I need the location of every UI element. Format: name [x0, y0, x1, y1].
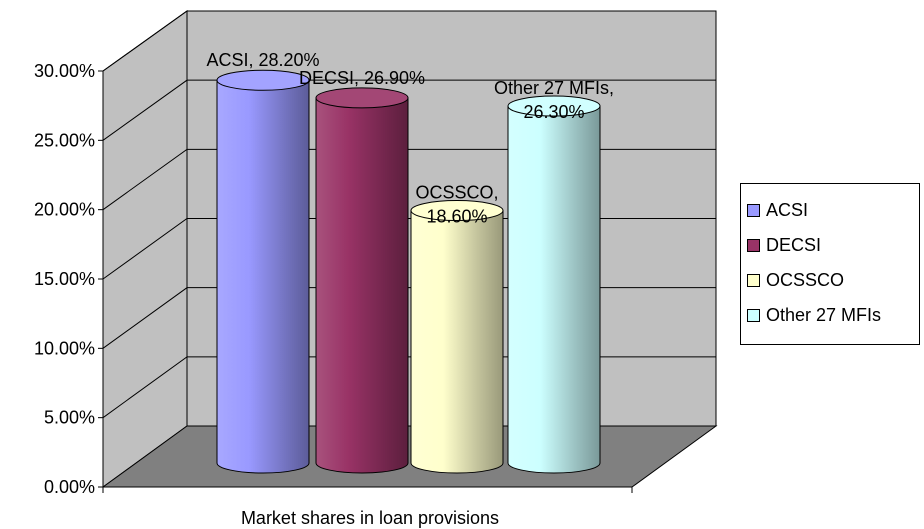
legend-label: ACSI [766, 199, 809, 220]
floor [101, 425, 718, 488]
y-tick-label: 15.00% [34, 269, 95, 289]
gridline [102, 79, 716, 141]
legend-item: Other 27 MFIs [747, 301, 919, 329]
bar-acsi [216, 69, 310, 474]
cylinder-top [315, 87, 409, 109]
data-label: OCSSCO, 18.60% [415, 183, 498, 227]
legend-label: OCSSCO [766, 269, 845, 290]
legend-swatch [747, 203, 760, 217]
y-tick-label: 30.00% [34, 61, 95, 81]
legend: ACSI DECSI OCSSCO Other 27 MFIs [740, 183, 920, 345]
y-tick-label: 25.00% [34, 130, 95, 150]
data-label: ACSI, 28.20% [206, 50, 319, 70]
y-tick-label: 0.00% [44, 477, 95, 497]
legend-swatch [747, 238, 760, 252]
gridline [102, 10, 716, 72]
legend-item: OCSSCO [747, 266, 919, 294]
cylinder-body [315, 97, 409, 474]
y-tick-label: 10.00% [34, 338, 95, 358]
legend-item: DECSI [747, 231, 919, 259]
data-labels: ACSI, 28.20%DECSI, 26.90% OCSSCO, 18.60% Ot… [206, 50, 614, 226]
legend-item: ACSI [747, 196, 919, 224]
bars [216, 69, 601, 474]
bar-ocssco [410, 200, 504, 474]
y-tick-label: 5.00% [44, 408, 95, 428]
cylinder-body [507, 105, 601, 474]
x-axis-label: Market shares in loan provisions [241, 508, 499, 528]
y-axis: 0.00% 5.00% 10.00% 15.00% 20.00% 25.00% 30.00% [34, 61, 633, 497]
data-label: Other 27 MFIs, 26.30% [494, 78, 614, 122]
bar-decsi [315, 87, 409, 474]
legend-label: DECSI [766, 234, 822, 255]
bar-other-27-mfis [507, 95, 601, 474]
cylinder-top [507, 95, 601, 117]
cylinder-body [410, 210, 504, 474]
legend-swatch [747, 273, 760, 287]
data-label: DECSI, 26.90% [299, 68, 425, 88]
cylinder-body [216, 79, 310, 474]
legend-label: Other 27 MFIs [766, 304, 882, 325]
y-tick-label: 20.00% [34, 200, 95, 220]
legend-swatch [747, 308, 760, 322]
cylinder-top [410, 200, 504, 222]
cylinder-top [216, 69, 310, 91]
